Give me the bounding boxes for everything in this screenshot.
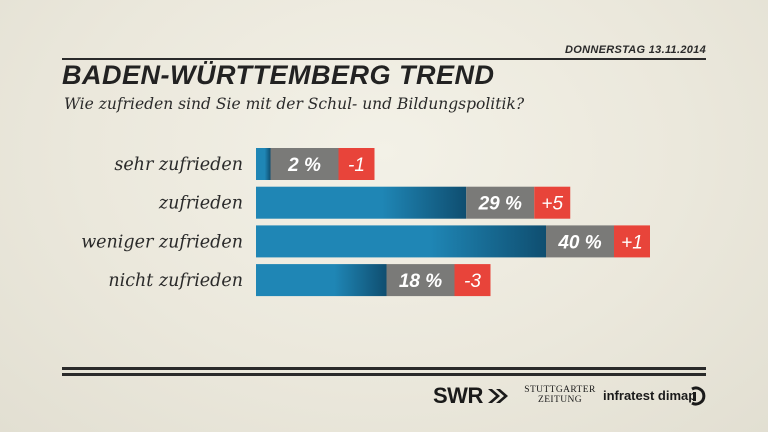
change-label: +5 [541, 194, 563, 215]
change-label: +1 [621, 232, 643, 253]
swr-arrows-icon [488, 389, 508, 403]
stuttgarter-logo-line2: ZEITUNG [538, 395, 582, 405]
change-label: -3 [464, 271, 481, 292]
header-rule [62, 58, 706, 60]
bar [256, 264, 387, 297]
change-box [454, 264, 491, 297]
value-label: 40 % [557, 232, 601, 253]
change-box [534, 186, 571, 219]
change-label: -1 [348, 155, 365, 176]
category-label: sehr zufrieden [114, 155, 243, 175]
value-box [270, 148, 339, 180]
change-box [338, 148, 375, 180]
chart-subtitle: Wie zufrieden sind Sie mit der Schul- un… [64, 95, 525, 113]
category-label: zufrieden [158, 194, 243, 214]
swr-logo: SWR [433, 383, 483, 408]
footer-rule-top [62, 367, 706, 370]
value-label: 29 % [478, 194, 522, 215]
value-box [546, 225, 614, 258]
category-label: nicht zufrieden [108, 271, 243, 291]
bar [256, 225, 546, 258]
infratest-dimap-logo: infratest dimap [603, 388, 697, 403]
value-label: 18 % [399, 271, 442, 292]
value-box [386, 264, 455, 297]
footer-rule-bottom [62, 373, 706, 376]
chart-title: BADEN-WÜRTTEMBERG TREND [62, 60, 495, 90]
stuttgarter-zeitung-logo: STUTTGARTER ZEITUNG [522, 385, 598, 405]
stuttgarter-logo-line1: STUTTGARTER [524, 385, 596, 395]
bar [256, 148, 271, 180]
bar [256, 186, 467, 219]
bar-chart: sehr zufrieden 2 % -1 zufrieden 29 % +5 wenige… [81, 148, 650, 297]
infratest-dimap-icon [691, 386, 706, 406]
value-box [466, 186, 535, 219]
broadcast-date: DONNERSTAG 13.11.2014 [564, 44, 706, 56]
change-box [614, 225, 650, 258]
category-label: weniger zufrieden [81, 232, 243, 252]
value-label: 2 % [287, 155, 321, 176]
logo-bar: SWR STUTTGARTER ZEITUNG infratest dimap [0, 384, 768, 408]
